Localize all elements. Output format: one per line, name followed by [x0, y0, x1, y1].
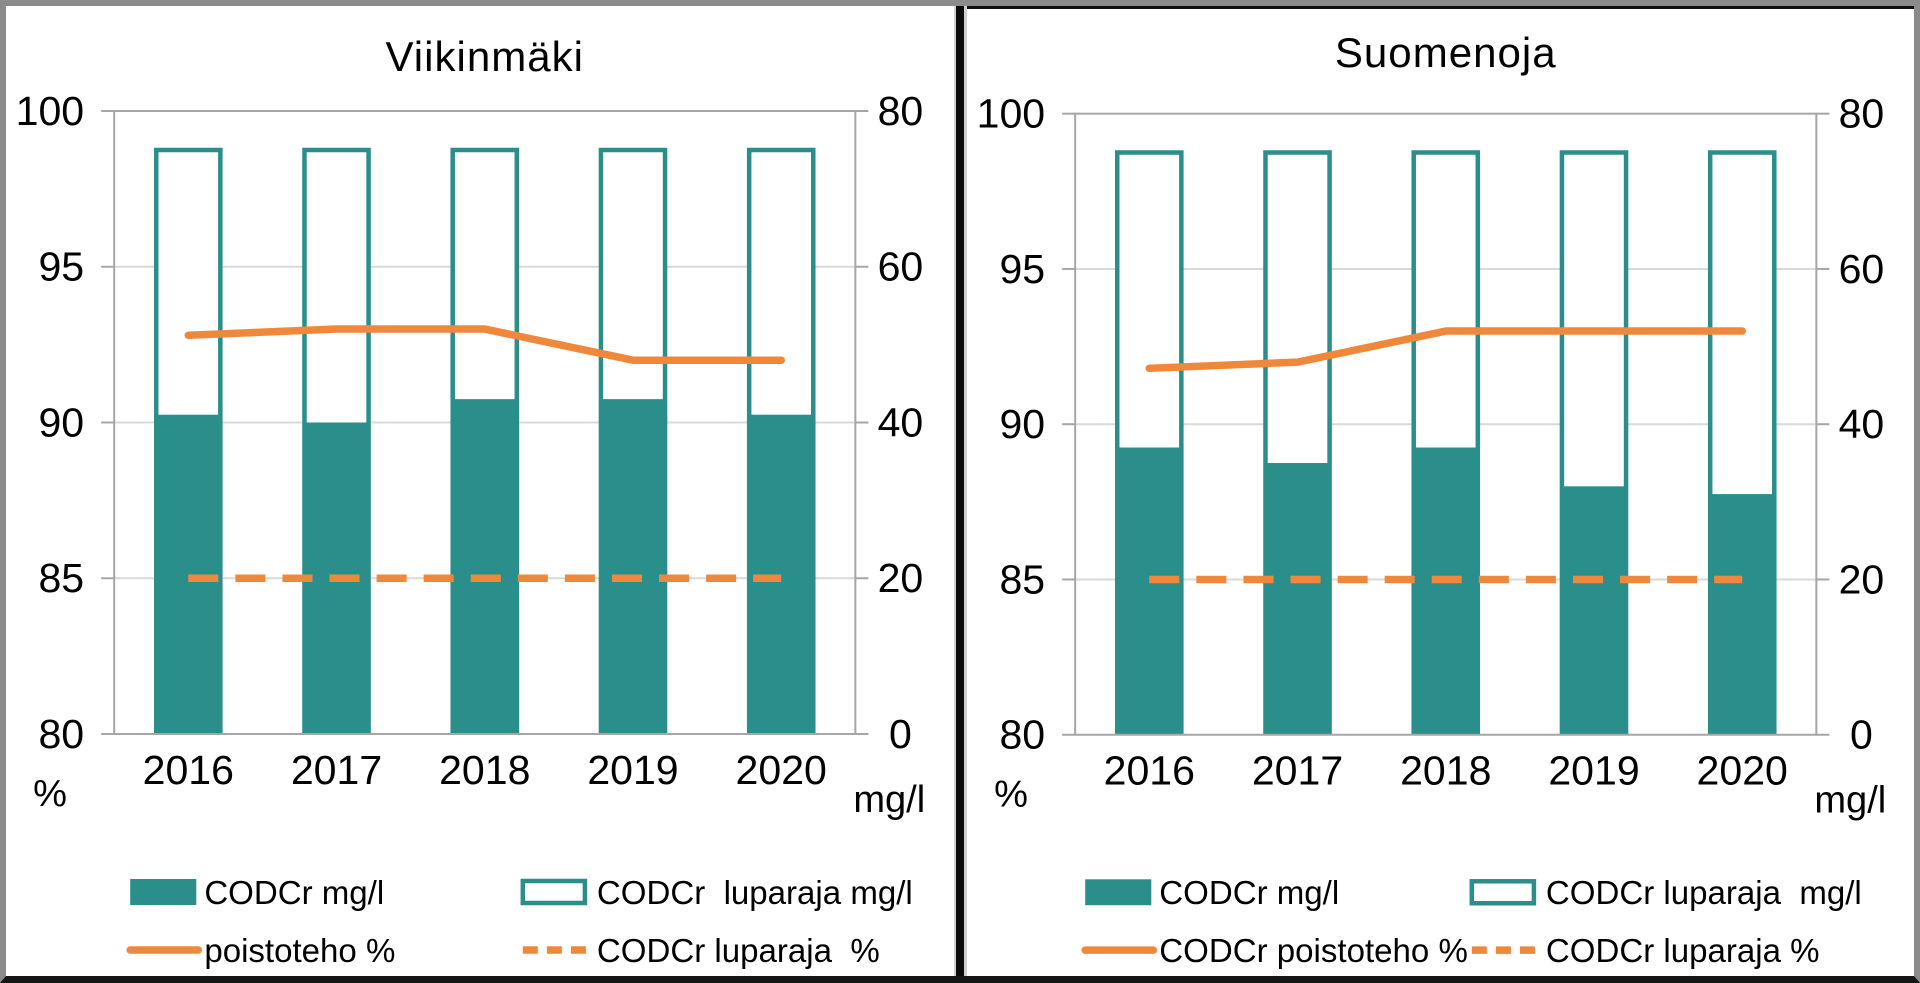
right-axis-tick-label: 60	[1838, 246, 1884, 292]
right-axis-tick-label: 20	[1838, 557, 1884, 603]
legend-label-luparaja-bar: CODCr luparaja mg/l	[1545, 874, 1861, 911]
year-label: 2017	[1251, 748, 1342, 794]
year-label: 2018	[1400, 748, 1491, 794]
suomenoja-panel: Suomenoja % mg/l CODCr mg/l CODCr lupara…	[966, 6, 1914, 976]
left-axis-tick-label: 85	[38, 555, 84, 601]
legend-swatch-codcr-bar-icon	[130, 879, 197, 905]
codcr-bar	[1116, 447, 1181, 735]
poistoteho-line	[184, 325, 785, 364]
right-axis-tick-label: 40	[878, 400, 924, 446]
viikinmaki-panel: Viikinmäki % mg/l CODCr mg/l CODCr lupar…	[6, 6, 954, 976]
codcr-bar	[1709, 494, 1774, 735]
left-axis-tick-label: 100	[16, 88, 84, 134]
legend-label-luparaja-pct-line: CODCr luparaja %	[1545, 932, 1819, 969]
right-axis-tick-label: 80	[1838, 91, 1884, 137]
left-axis-tick-label: 95	[38, 244, 84, 290]
left-axis-unit-label: %	[33, 773, 67, 815]
codcr-bar	[156, 414, 221, 734]
left-axis-tick-label: 95	[999, 246, 1045, 292]
codcr-bar	[1561, 486, 1626, 735]
year-label: 2020	[1696, 748, 1787, 794]
legend-label-luparaja-pct-line: CODCr luparaja %	[597, 932, 880, 969]
right-axis-tick-label: 60	[878, 244, 924, 290]
right-axis-tick-label: 80	[878, 88, 924, 134]
left-axis-unit-label: %	[994, 774, 1028, 816]
right-axis-unit-label: mg/l	[853, 779, 925, 821]
left-axis-tick-label: 80	[38, 711, 84, 757]
chart-title: Viikinmäki	[385, 33, 584, 80]
codcr-bar	[452, 399, 517, 734]
right-axis-tick-label: 0	[1849, 712, 1872, 758]
legend-label-poistoteho-line: poistoteho %	[204, 932, 395, 969]
left-axis-tick-label: 85	[999, 557, 1045, 603]
legend-label-codcr-bar: CODCr mg/l	[1159, 874, 1339, 911]
suomenoja-chart: Suomenoja % mg/l CODCr mg/l CODCr lupara…	[976, 29, 1886, 969]
year-label: 2018	[439, 747, 530, 793]
legend-swatch-luparaja-bar-icon	[520, 878, 588, 906]
year-label: 2019	[587, 747, 678, 793]
legend: CODCr mg/l CODCr luparaja mg/l poistoteh…	[126, 874, 913, 969]
year-label: 2019	[1548, 748, 1639, 794]
codcr-bar	[600, 399, 666, 734]
right-axis-tick-label: 20	[878, 555, 924, 601]
legend-swatch-codcr-bar-icon	[1084, 879, 1151, 906]
viikinmaki-chart: Viikinmäki % mg/l CODCr mg/l CODCr lupar…	[16, 33, 926, 969]
legend-swatch-luparaja-bar-icon	[1469, 879, 1536, 906]
left-axis-tick-label: 100	[976, 91, 1045, 137]
chart-title: Suomenoja	[1334, 29, 1556, 76]
codcr-bar	[1413, 447, 1478, 735]
year-label: 2016	[143, 747, 234, 793]
legend-label-codcr-bar: CODCr mg/l	[204, 874, 384, 911]
right-axis-tick-label: 0	[889, 711, 912, 757]
panel-divider	[953, 6, 967, 976]
codcr-bar	[1264, 463, 1330, 735]
year-label: 2016	[1103, 748, 1194, 794]
legend-label-luparaja-bar: CODCr luparaja mg/l	[597, 874, 913, 911]
right-axis-unit-label: mg/l	[1814, 780, 1886, 822]
legend-label-poistoteho-line: CODCr poistoteho %	[1159, 932, 1468, 969]
legend: CODCr mg/l CODCr luparaja mg/l CODCr poi…	[1080, 874, 1861, 969]
left-axis-tick-label: 90	[38, 400, 84, 446]
year-label: 2020	[736, 747, 827, 793]
left-axis-tick-label: 80	[999, 712, 1045, 758]
poistoteho-line	[1145, 327, 1746, 373]
codcr-bar	[749, 414, 814, 734]
left-axis-tick-label: 90	[999, 401, 1045, 447]
year-label: 2017	[291, 747, 382, 793]
right-axis-tick-label: 40	[1838, 401, 1884, 447]
